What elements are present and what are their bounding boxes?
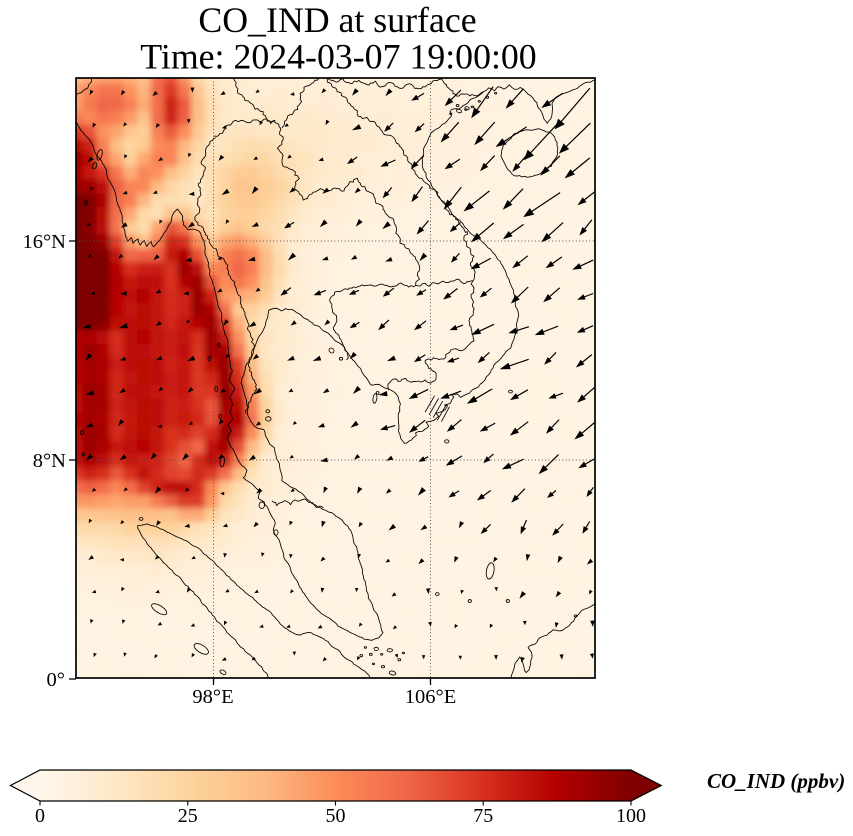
svg-text:CO_IND (ppbv): CO_IND (ppbv) xyxy=(707,769,845,793)
svg-text:8°N: 8°N xyxy=(33,450,66,472)
svg-text:Time: 2024-03-07 19:00:00: Time: 2024-03-07 19:00:00 xyxy=(140,37,536,77)
svg-text:25: 25 xyxy=(178,805,198,827)
svg-text:106°E: 106°E xyxy=(405,686,456,708)
svg-text:75: 75 xyxy=(473,805,493,827)
svg-text:100: 100 xyxy=(616,805,646,827)
svg-text:98°E: 98°E xyxy=(192,686,233,708)
svg-text:16°N: 16°N xyxy=(22,231,66,253)
svg-text:0°: 0° xyxy=(47,669,65,691)
svg-text:CO_IND at surface: CO_IND at surface xyxy=(198,0,476,40)
svg-text:0: 0 xyxy=(35,805,45,827)
svg-text:50: 50 xyxy=(326,805,346,827)
